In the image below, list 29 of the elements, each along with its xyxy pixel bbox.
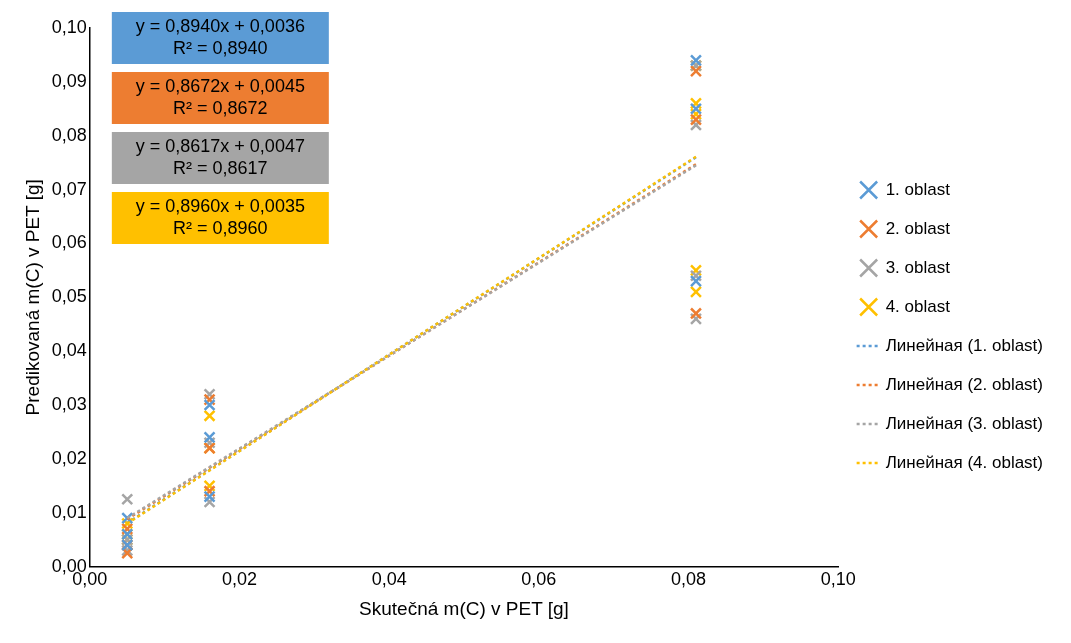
y-tick-label: 0,02 <box>51 447 87 468</box>
annotation: y = 0,8617x + 0,0047 R² = 0,8617 <box>135 135 305 178</box>
x-tick-label: 0,06 <box>521 569 557 590</box>
y-tick-label: 0,10 <box>51 16 87 37</box>
y-tick-label: 0,09 <box>51 70 87 91</box>
legend-label: 1. oblast <box>885 179 951 199</box>
y-tick-label: 0,03 <box>51 393 87 414</box>
legend-label: Линейная (2. oblast) <box>885 374 1044 394</box>
annotation: y = 0,8940x + 0,0036 R² = 0,8940 <box>135 15 305 58</box>
x-tick-label: 0,10 <box>820 569 856 590</box>
y-tick-label: 0,06 <box>51 232 87 253</box>
y-tick-label: 0,07 <box>51 178 87 199</box>
y-axis-title: Predikovaná m(C) v PET [g] <box>21 179 43 416</box>
legend-label: 2. oblast <box>885 218 951 238</box>
annotation: y = 0,8960x + 0,0035 R² = 0,8960 <box>135 195 305 238</box>
y-tick-label: 0,01 <box>51 501 87 522</box>
y-tick-label: 0,05 <box>51 286 87 307</box>
x-axis-title: Skutečná m(C) v PET [g] <box>359 597 569 619</box>
legend-label: 4. oblast <box>885 296 951 316</box>
x-tick-label: 0,02 <box>221 569 258 590</box>
legend-label: 3. oblast <box>885 257 951 277</box>
y-tick-label: 0,04 <box>51 340 87 361</box>
x-tick-label: 0,04 <box>371 569 407 590</box>
annotation: y = 0,8672x + 0,0045 R² = 0,8672 <box>135 75 305 118</box>
legend-label: Линейная (4. oblast) <box>885 452 1044 472</box>
y-tick-label: 0,08 <box>51 124 87 145</box>
legend-label: Линейная (3. oblast) <box>885 413 1044 433</box>
legend-label: Линейная (1. oblast) <box>885 335 1044 355</box>
x-tick-label: 0,08 <box>670 569 707 590</box>
